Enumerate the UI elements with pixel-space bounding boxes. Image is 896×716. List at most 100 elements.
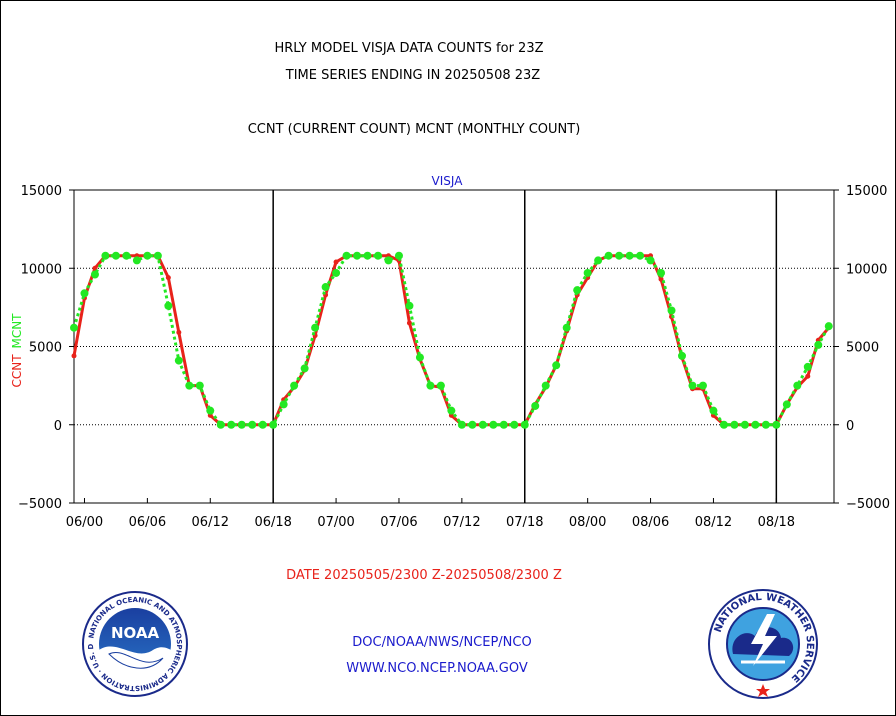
nws-logo: NATIONAL WEATHER SERVICE	[708, 589, 818, 699]
mcnt-point	[499, 420, 508, 429]
mcnt-point	[814, 340, 823, 349]
ccnt-point	[805, 373, 811, 379]
mcnt-point	[698, 381, 707, 390]
gridlines	[74, 189, 834, 426]
y-tick-label: 10000	[21, 262, 62, 277]
mcnt-point	[237, 420, 246, 429]
mcnt-point	[531, 401, 540, 410]
mcnt-point	[646, 256, 655, 265]
x-tick-label: 07/00	[317, 515, 354, 530]
mcnt-point	[415, 353, 424, 362]
mcnt-point	[248, 420, 257, 429]
mcnt-point	[153, 251, 162, 260]
x-tick-label: 08/18	[758, 515, 795, 530]
y-tick-label: −5000	[846, 497, 890, 512]
mcnt-point	[426, 381, 435, 390]
mcnt-point	[436, 381, 445, 390]
ccnt-point	[658, 276, 664, 282]
mcnt-point	[636, 251, 645, 260]
mcnt-point	[342, 251, 351, 260]
mcnt-point	[269, 420, 278, 429]
mcnt-point	[363, 251, 372, 260]
ccnt-point	[406, 320, 412, 326]
mcnt-point	[174, 356, 183, 365]
right-y-tick-labels: 15000 10000 5000 0 −5000	[846, 184, 890, 512]
y-tick-label: 15000	[21, 184, 62, 199]
x-tick-label: 07/18	[506, 515, 543, 530]
y-tick-label: 5000	[29, 341, 62, 356]
mcnt-point	[824, 322, 833, 331]
mcnt-point	[667, 306, 676, 315]
ccnt-point	[333, 259, 339, 265]
mcnt-point	[70, 323, 78, 332]
ccnt-line	[72, 254, 830, 427]
x-tick-label: 07/06	[380, 515, 417, 530]
mcnt-point	[604, 251, 613, 260]
chart-title-line2: TIME SERIES ENDING IN 20250508 23Z	[285, 68, 541, 83]
mcnt-line	[72, 253, 831, 427]
plot-border	[69, 189, 839, 504]
mcnt-point	[164, 301, 173, 310]
ccnt-point	[176, 329, 182, 335]
mcnt-point	[751, 420, 760, 429]
mcnt-point	[206, 406, 215, 415]
mcnt-point	[782, 400, 791, 409]
x-tick-label: 06/18	[254, 515, 291, 530]
y-axis-label-mcnt: MCNT	[10, 313, 24, 349]
mcnt-point	[132, 256, 141, 265]
y-tick-label: 15000	[846, 184, 887, 199]
mcnt-point	[573, 286, 582, 295]
x-tick-labels: 06/00 06/06 06/12 06/18 07/00 07/06 07/12 07/18…	[66, 515, 795, 530]
mcnt-point	[740, 420, 749, 429]
mcnt-point	[290, 381, 299, 390]
mcnt-point	[216, 420, 225, 429]
mcnt-point	[552, 361, 561, 370]
ccnt-point	[71, 353, 77, 359]
left-y-tick-labels: 15000 10000 5000 0 −5000	[18, 184, 62, 512]
ccnt-point	[165, 275, 171, 281]
mcnt-point	[709, 406, 718, 415]
mcnt-point	[772, 420, 781, 429]
x-tick-label: 07/12	[443, 515, 480, 530]
mcnt-point	[510, 420, 519, 429]
y-axis-label: CCNT MCNT	[10, 313, 24, 388]
mcnt-point	[185, 381, 194, 390]
mcnt-point	[405, 301, 414, 310]
mcnt-point	[311, 323, 320, 332]
mcnt-point	[468, 420, 477, 429]
mcnt-series	[70, 251, 833, 429]
mcnt-point	[279, 400, 288, 409]
mcnt-point	[615, 251, 624, 260]
mcnt-point	[541, 381, 550, 390]
mcnt-point	[478, 420, 487, 429]
url-line: WWW.NCO.NCEP.NOAA.GOV	[346, 661, 528, 676]
mcnt-point	[101, 251, 110, 260]
y-tick-label: 0	[54, 419, 62, 434]
y-tick-label: 0	[846, 419, 854, 434]
ccnt-series	[71, 253, 832, 428]
mcnt-point	[678, 351, 686, 360]
day-boundary-lines	[272, 190, 778, 503]
mcnt-point	[594, 256, 603, 265]
mcnt-point	[489, 420, 498, 429]
chart-title-line1: HRLY MODEL VISJA DATA COUNTS for 23Z	[274, 41, 543, 56]
mcnt-point	[374, 251, 382, 260]
x-tick-label: 08/00	[569, 515, 606, 530]
y-tick-label: −5000	[18, 497, 62, 512]
mcnt-point	[122, 251, 131, 260]
mcnt-point	[657, 268, 666, 277]
station-label: VISJA	[432, 174, 464, 188]
mcnt-point	[384, 256, 393, 265]
x-tick-label: 06/12	[192, 515, 229, 530]
x-tick-label: 08/06	[632, 515, 669, 530]
mcnt-point	[803, 362, 812, 371]
mcnt-point	[625, 251, 634, 260]
mcnt-point	[111, 251, 120, 260]
mcnt-point	[447, 406, 456, 415]
mcnt-point	[583, 268, 592, 277]
date-range-label: DATE 20250505/2300 Z-20250508/2300 Z	[286, 568, 562, 583]
mcnt-point	[258, 420, 267, 429]
mcnt-point	[457, 420, 466, 429]
